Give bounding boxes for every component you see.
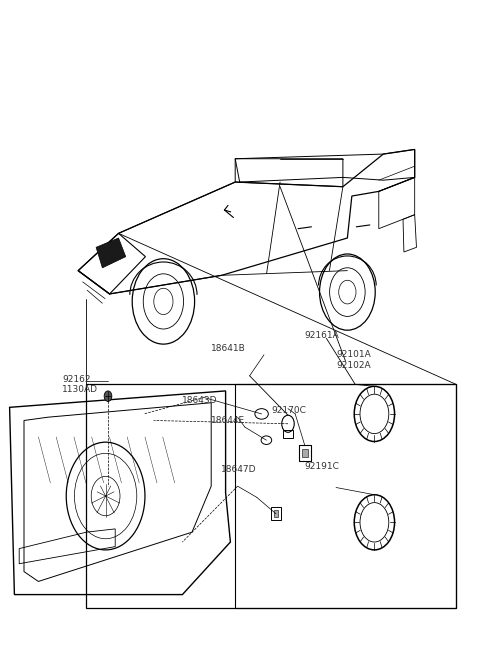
Bar xyxy=(235,384,456,608)
Text: 92102A: 92102A xyxy=(336,361,371,370)
Circle shape xyxy=(104,391,112,401)
Text: 18647D: 18647D xyxy=(221,465,256,474)
Text: 18641B: 18641B xyxy=(211,344,246,353)
Bar xyxy=(299,445,311,461)
Text: 1130AD: 1130AD xyxy=(62,385,98,394)
Text: 92191C: 92191C xyxy=(305,462,340,471)
Text: 18644E: 18644E xyxy=(211,416,245,425)
Polygon shape xyxy=(96,238,126,268)
Bar xyxy=(302,449,308,457)
Bar xyxy=(271,507,281,520)
Text: 18643D: 18643D xyxy=(182,396,218,405)
Bar xyxy=(86,384,456,608)
Bar xyxy=(283,430,293,438)
Text: 92162: 92162 xyxy=(62,374,91,384)
Text: 92170C: 92170C xyxy=(271,406,306,415)
Bar xyxy=(274,510,278,517)
Text: 92161A: 92161A xyxy=(305,330,339,340)
Text: 92101A: 92101A xyxy=(336,350,371,359)
